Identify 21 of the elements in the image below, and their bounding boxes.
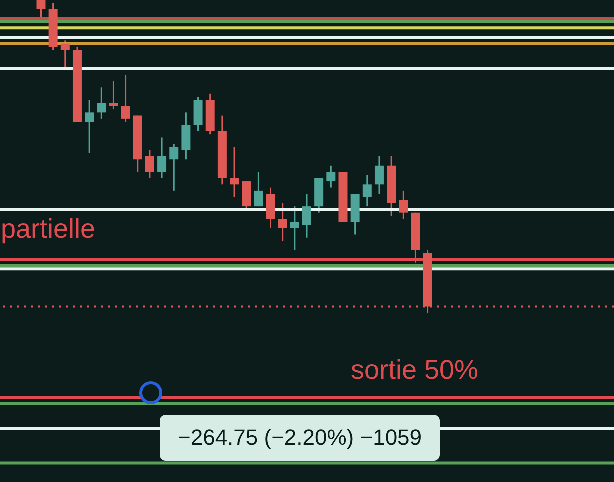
- candlestick: [170, 143, 179, 192]
- candlestick: [36, 0, 46, 20]
- candlestick: [302, 193, 312, 239]
- candlestick: [145, 149, 154, 180]
- candlestick: [60, 40, 70, 70]
- candlestick: [290, 206, 300, 252]
- annotation: partielle: [1, 214, 96, 245]
- candlestick: [109, 80, 118, 110]
- text: −264.75 (−2.20%) −1059: [160, 415, 440, 461]
- candlestick: [278, 202, 288, 242]
- candlestick: [158, 136, 167, 180]
- candlestick: [362, 174, 372, 208]
- candlestick: [399, 190, 408, 220]
- candlestick: [374, 156, 384, 195]
- candlestick: [97, 86, 106, 120]
- candlestick: [230, 146, 240, 198]
- candlestick: [254, 171, 264, 208]
- candlestick: [121, 74, 130, 123]
- candlestick: [85, 99, 94, 154]
- text: sortie 50%: [351, 355, 479, 386]
- candlestick: [326, 165, 336, 189]
